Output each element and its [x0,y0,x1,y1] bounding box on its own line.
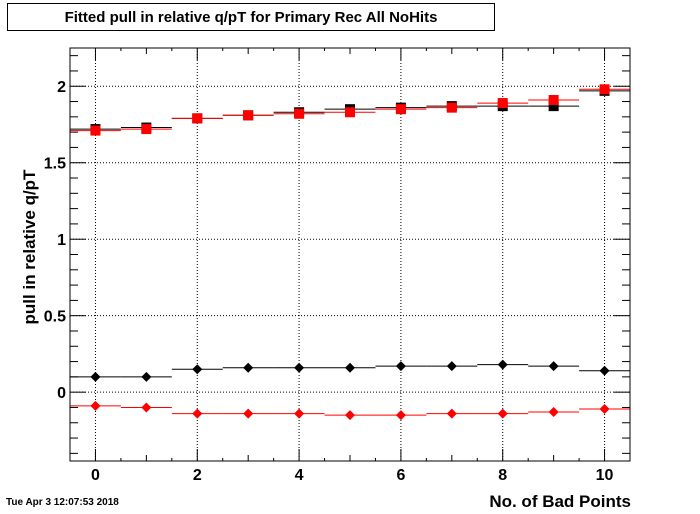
data-point [345,410,355,421]
data-point [599,365,610,376]
x-tick-label: 2 [193,467,202,484]
y-tick-label: 1 [57,232,66,249]
data-point [141,402,152,413]
chart-title: Fitted pull in relative q/pT for Primary… [7,3,495,31]
x-tick-label: 4 [295,467,304,484]
y-tick-label: 1.5 [44,156,66,173]
series-2 [70,359,630,382]
data-point [243,362,254,373]
data-point [141,124,152,135]
data-point [395,104,406,115]
data-point [294,362,305,373]
data-point [192,113,203,124]
data-point [599,403,610,414]
x-tick-label: 6 [396,467,405,484]
data-point [548,407,559,418]
y-tick-label: 0 [57,385,66,402]
data-point [548,95,559,106]
data-point [345,107,355,118]
data-point [497,98,508,109]
data-point [446,102,457,113]
x-tick-label: 10 [596,467,614,484]
data-point [599,84,610,95]
data-point [192,408,203,419]
data-point [446,408,457,419]
y-tick-label: 0.5 [44,309,66,326]
data-point [548,361,559,372]
data-point [141,371,152,382]
data-point [90,400,101,411]
axis-ticks: 0 2 4 6 8 10 0 0.5 1 1.5 2 [44,48,631,484]
data-point [497,359,508,370]
grid-lines [70,48,630,461]
data-point [395,410,406,421]
series-layer [70,84,630,421]
data-point [548,101,559,112]
timestamp: Tue Apr 3 12:07:53 2018 [6,497,119,508]
data-point [294,408,305,419]
data-point [294,108,305,119]
series-1 [70,84,630,136]
data-point [497,408,508,419]
y-tick-label: 2 [57,79,66,96]
series-3 [70,400,630,421]
x-tick-label: 0 [91,467,100,484]
data-point [192,364,203,375]
data-point [345,362,355,373]
data-point [90,371,101,382]
data-point [243,110,254,121]
x-tick-label: 8 [498,467,507,484]
data-point [395,361,406,372]
data-point [446,361,457,372]
data-point [90,125,101,136]
y-axis-label: pull in relative q/pT [20,169,39,325]
x-axis-label: No. of Bad Points [489,492,631,511]
data-point [243,408,254,419]
